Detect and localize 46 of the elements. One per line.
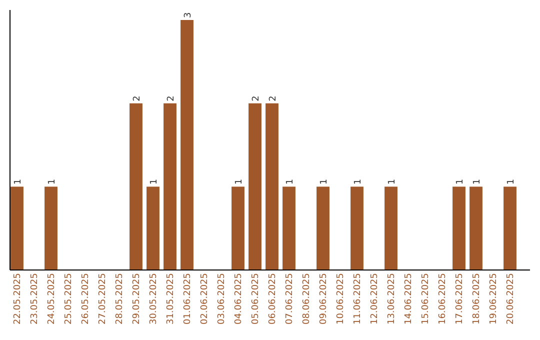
x-tick-label: 11.06.2025: [353, 273, 364, 325]
x-tick-label: 14.06.2025: [404, 273, 414, 325]
x-tick-label: 30.05.2025: [149, 273, 160, 325]
x-tick-label: 07.06.2025: [285, 273, 296, 325]
data-label: 2: [268, 96, 278, 102]
x-tick-label: 06.06.2025: [268, 273, 278, 325]
data-label: 1: [150, 178, 160, 185]
x-tick-label: 31.05.2025: [166, 273, 176, 325]
data-label: 1: [48, 178, 58, 185]
x-tick-label: 27.05.2025: [98, 273, 108, 325]
x-tick-label: 25.05.2025: [64, 273, 74, 325]
x-tick-label: 16.06.2025: [438, 273, 448, 325]
x-tick-label: 26.05.2025: [81, 273, 92, 325]
x-tick-label: 24.05.2025: [47, 273, 58, 325]
data-label: 1: [456, 178, 466, 185]
x-tick-label: 23.05.2025: [30, 273, 40, 325]
data-label: 1: [388, 178, 398, 185]
x-tick-label: 29.05.2025: [132, 273, 142, 325]
data-label: 1: [354, 178, 364, 185]
data-label: 1: [472, 178, 482, 185]
data-label: 3: [184, 12, 194, 18]
data-label: 1: [286, 178, 296, 185]
data-label: 1: [234, 178, 244, 185]
x-tick-label: 22.05.2025: [13, 273, 24, 325]
x-tick-label: 19.06.2025: [489, 273, 500, 325]
x-tick-label: 05.06.2025: [251, 273, 262, 325]
data-label: 2: [166, 96, 176, 102]
x-tick-label: 20.06.2025: [506, 273, 516, 325]
x-tick-label: 01.06.2025: [183, 273, 194, 325]
x-tick-label: 15.06.2025: [421, 273, 432, 325]
data-label: 2: [252, 96, 262, 102]
x-tick-label: 02.06.2025: [200, 273, 210, 325]
x-tick-label: 17.06.2025: [455, 273, 466, 325]
x-tick-label: 04.06.2025: [234, 273, 244, 325]
x-tick-label: 12.06.2025: [370, 273, 380, 325]
x-tick-label: 18.06.2025: [472, 273, 482, 325]
x-tick-label: 03.06.2025: [217, 273, 228, 325]
x-tick-label: 10.06.2025: [336, 273, 346, 325]
data-label: 1: [14, 178, 24, 185]
x-tick-label: 13.06.2025: [387, 273, 398, 325]
data-label: 1: [506, 178, 516, 185]
data-label: 1: [320, 178, 330, 185]
data-label: 2: [132, 96, 142, 102]
x-tick-label: 08.06.2025: [302, 273, 312, 325]
x-tick-label: 28.05.2025: [115, 273, 126, 325]
x-tick-label: 09.06.2025: [319, 273, 330, 325]
